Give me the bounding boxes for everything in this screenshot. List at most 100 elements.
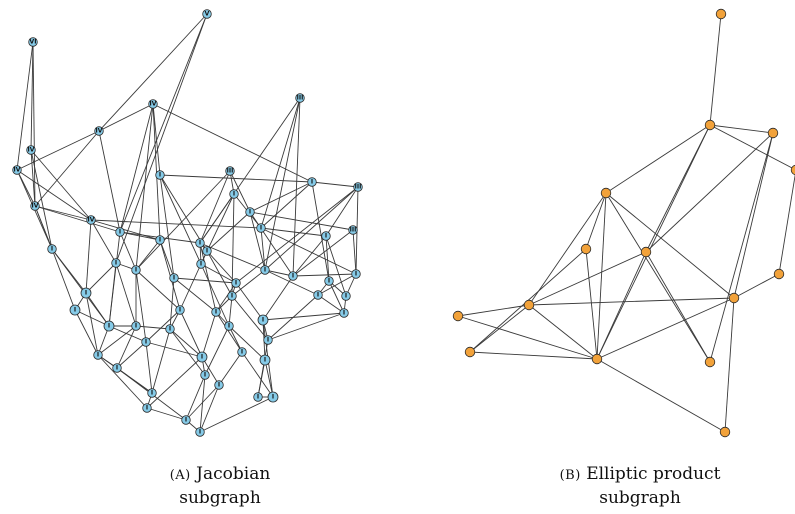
node-label: V [205, 11, 210, 18]
node-circle [148, 99, 158, 109]
edge [146, 356, 203, 409]
edge [605, 192, 735, 299]
node-label: I [199, 240, 201, 247]
node: I [214, 380, 224, 390]
edge [200, 263, 230, 327]
node-label: I [135, 267, 137, 274]
edge [159, 239, 175, 279]
edge [119, 231, 161, 241]
node-circle [196, 259, 206, 269]
edge [218, 351, 243, 386]
node-label: I [249, 209, 251, 216]
node: I [339, 308, 349, 318]
node: I [115, 227, 125, 237]
edge [201, 356, 220, 386]
edge [264, 359, 274, 398]
edge [228, 325, 243, 353]
edge [199, 242, 266, 271]
edge [201, 311, 217, 358]
node-circle [195, 427, 205, 437]
edge [169, 328, 206, 376]
edge [260, 227, 266, 271]
edge [328, 280, 345, 314]
node: I [112, 363, 122, 373]
node-circle [202, 246, 212, 256]
node-circle [142, 403, 152, 413]
node: I [142, 403, 152, 413]
edge [98, 13, 208, 132]
caption-tag-a: (A) [169, 468, 191, 483]
node-circle [295, 93, 305, 103]
node-circle [591, 353, 603, 365]
node-label: III [350, 227, 357, 234]
node: I [165, 324, 175, 334]
node-circle [224, 321, 234, 331]
node-circle [227, 291, 237, 301]
edge [724, 297, 735, 433]
node-label: IV [14, 167, 21, 174]
node-circle [26, 145, 36, 155]
node: I [111, 258, 121, 268]
edge [311, 181, 359, 188]
node-circle [47, 244, 57, 254]
edge [241, 351, 274, 398]
node: IV [86, 215, 96, 225]
node: I [227, 291, 237, 301]
node-circle [169, 273, 179, 283]
node: I [321, 231, 331, 241]
node-circle [339, 308, 349, 318]
edge [528, 192, 607, 306]
node-label: IV [96, 128, 103, 135]
node-label: I [159, 172, 161, 179]
node-circle [237, 347, 247, 357]
node-label: I [264, 357, 266, 364]
node: IV [30, 201, 40, 211]
edge [264, 269, 294, 277]
node-circle [147, 388, 157, 398]
node-circle [580, 243, 592, 255]
edge [34, 205, 92, 221]
node: I [131, 321, 141, 331]
node: I [324, 276, 334, 286]
node: I [195, 427, 205, 437]
edge [159, 174, 202, 265]
edge [262, 312, 345, 321]
node-circle [80, 287, 92, 299]
edge [645, 132, 774, 253]
edge [90, 219, 161, 241]
edge [16, 130, 100, 171]
edge [596, 124, 711, 360]
edge [179, 309, 203, 358]
node-label: I [218, 382, 220, 389]
node-circle [464, 346, 476, 358]
caption-b-line1: Elliptic product [586, 464, 721, 484]
node: I [211, 307, 221, 317]
edge [16, 41, 34, 171]
node-circle [181, 415, 191, 425]
node-circle [131, 321, 141, 331]
edges [16, 13, 359, 433]
edge [733, 132, 774, 299]
node: VI [28, 37, 38, 47]
node-label: I [145, 339, 147, 346]
node-circle [131, 265, 141, 275]
node: V [202, 9, 212, 19]
node: I [147, 388, 157, 398]
node: IV [148, 99, 158, 109]
node-label: I [231, 293, 233, 300]
node: I [103, 320, 115, 332]
node: III [348, 225, 358, 235]
node: I [288, 271, 298, 281]
node-label: I [260, 225, 262, 232]
node-circle [200, 370, 210, 380]
node: I [69, 304, 81, 316]
edge [264, 269, 319, 296]
caption-b-line2: subgraph [599, 488, 681, 508]
edge [311, 181, 330, 282]
node-circle [69, 304, 81, 316]
node-label: I [115, 260, 117, 267]
node: I [175, 305, 185, 315]
node: I [263, 335, 273, 345]
edge [51, 248, 76, 311]
node-circle [267, 391, 279, 403]
